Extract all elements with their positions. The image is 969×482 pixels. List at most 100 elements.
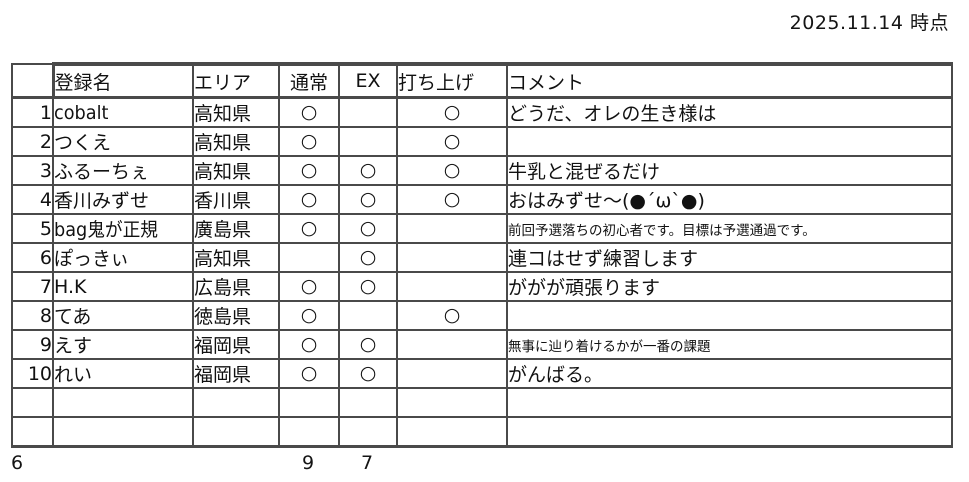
total-normal: 9 [301, 452, 315, 474]
player-comment: どうだ、オレの生き様は [506, 96, 953, 128]
player-name: れい [52, 358, 194, 389]
entry-mark-uchiage [396, 416, 508, 448]
entry-mark-ex: ○ [338, 155, 398, 186]
row-index: 1 [11, 96, 54, 128]
player-name: ぽっきぃ [52, 242, 194, 273]
player-name-text: てあ [54, 306, 92, 328]
entry-mark-normal: ○ [278, 329, 340, 360]
table-row: 4 香川みずせ 香川県 ○ ○ ○ おはみずせ〜(●´ω`●) [11, 184, 953, 215]
table-row: 10 れい 福岡県 ○ ○ がんばる。 [11, 358, 953, 389]
column-header-uchiage: 打ち上げ [396, 62, 508, 99]
table-row-empty [11, 416, 953, 448]
entry-mark-uchiage: ○ [396, 96, 508, 128]
player-name [52, 387, 194, 418]
player-comment [506, 126, 953, 157]
table-row-empty [11, 387, 953, 418]
player-name-text: つくえ [54, 132, 112, 154]
player-comment [506, 300, 953, 331]
entry-mark-ex [338, 387, 398, 418]
entry-mark-uchiage [396, 358, 508, 389]
entry-mark-ex: ○ [338, 213, 398, 244]
entry-mark-normal: ○ [278, 300, 340, 331]
row-index [11, 416, 54, 448]
player-name-text: cobalt [54, 101, 109, 124]
player-name [52, 416, 194, 448]
player-name-text: 香川みずせ [54, 190, 150, 212]
entry-mark-ex: ○ [338, 358, 398, 389]
table-row: 1 cobalt 高知県 ○ ○ どうだ、オレの生き様は [11, 96, 953, 128]
column-header-normal: 通常 [278, 62, 340, 99]
column-header-comment: コメント [506, 62, 953, 99]
table-row: 9 えす 福岡県 ○ ○ 無事に辿り着けるかが一番の課題 [11, 329, 953, 360]
player-name: つくえ [52, 126, 194, 157]
entry-mark-ex: ○ [338, 184, 398, 215]
player-comment: おはみずせ〜(●´ω`●) [506, 184, 953, 215]
player-area: 徳島県 [192, 300, 280, 331]
entry-mark-normal [278, 416, 340, 448]
table-row: 3 ふるーちぇ 高知県 ○ ○ ○ 牛乳と混ぜるだけ [11, 155, 953, 186]
column-header-name: 登録名 [51, 62, 194, 99]
entry-mark-ex: ○ [338, 271, 398, 302]
totals-row: 9 7 6 [11, 452, 951, 478]
row-index: 2 [11, 126, 54, 157]
player-name: H.K [52, 271, 194, 302]
player-name-text: ぽっきぃ [54, 248, 130, 270]
entry-mark-uchiage: ○ [396, 184, 508, 215]
player-area [192, 416, 280, 448]
column-header-index [11, 63, 54, 99]
player-name: てあ [52, 300, 194, 331]
player-area: 高知県 [192, 155, 280, 186]
entry-mark-uchiage: ○ [396, 300, 508, 331]
player-name-text: れい [54, 364, 93, 386]
player-name: bag鬼が正規 [52, 213, 194, 244]
player-name: えす [52, 329, 194, 360]
entry-mark-normal [278, 387, 340, 418]
table-row: 7 H.K 広島県 ○ ○ ががが頑張ります [11, 271, 953, 302]
row-index: 9 [11, 329, 54, 360]
entry-mark-uchiage [396, 387, 508, 418]
entry-mark-ex [338, 416, 398, 448]
player-name-text: H.K [54, 275, 87, 298]
entry-mark-uchiage: ○ [396, 155, 508, 186]
table-header-row: 登録名 エリア 通常 EX 打ち上げ コメント [11, 62, 953, 99]
player-area: 廣島県 [192, 213, 280, 244]
player-name-text: えす [54, 335, 93, 357]
entry-mark-uchiage [396, 242, 508, 273]
player-name: ふるーちぇ [52, 155, 194, 186]
player-area [192, 387, 280, 418]
player-name-text: ふるーちぇ [54, 161, 150, 183]
row-index: 10 [11, 358, 54, 389]
as-of-date-label: 2025.11.14 時点 [789, 12, 949, 34]
table-row: 2 つくえ 高知県 ○ ○ [11, 126, 953, 157]
player-name-text: bag鬼が正規 [54, 219, 158, 241]
total-uchiage: 6 [11, 452, 24, 474]
player-comment: がんばる。 [506, 358, 953, 389]
entry-mark-ex [338, 126, 398, 157]
entry-mark-uchiage [396, 329, 508, 360]
roster-table-container: 登録名 エリア 通常 EX 打ち上げ コメント 1 cobalt 高知県 ○ ○ どうだ、オレの生き様… [11, 62, 953, 448]
column-header-ex: EX [338, 62, 398, 99]
row-index: 3 [11, 155, 54, 186]
table-row: 5 bag鬼が正規 廣島県 ○ ○ 前回予選落ちの初心者です。目標は予選通過です。 [11, 213, 953, 244]
player-area: 広島県 [192, 271, 280, 302]
row-index: 8 [11, 300, 54, 331]
entry-mark-uchiage: ○ [396, 126, 508, 157]
entry-mark-ex: ○ [338, 242, 398, 273]
table-row: 8 てあ 徳島県 ○ ○ [11, 300, 953, 331]
player-comment: 無事に辿り着けるかが一番の課題 [506, 329, 953, 360]
roster-table-body: 登録名 エリア 通常 EX 打ち上げ コメント 1 cobalt 高知県 ○ ○ どうだ、オレの生き様… [11, 62, 953, 448]
player-area: 高知県 [192, 242, 280, 273]
player-comment: ががが頑張ります [506, 271, 953, 302]
entry-mark-ex [338, 300, 398, 331]
player-area: 高知県 [192, 96, 280, 128]
row-index: 7 [11, 271, 54, 302]
column-header-area: エリア [192, 62, 280, 99]
player-area: 香川県 [192, 184, 280, 215]
entry-mark-ex: ○ [338, 329, 398, 360]
entry-mark-normal: ○ [278, 184, 340, 215]
player-name: 香川みずせ [52, 184, 194, 215]
entry-mark-normal: ○ [278, 213, 340, 244]
row-index [11, 387, 54, 418]
player-comment [506, 387, 953, 418]
player-name: cobalt [52, 96, 194, 128]
